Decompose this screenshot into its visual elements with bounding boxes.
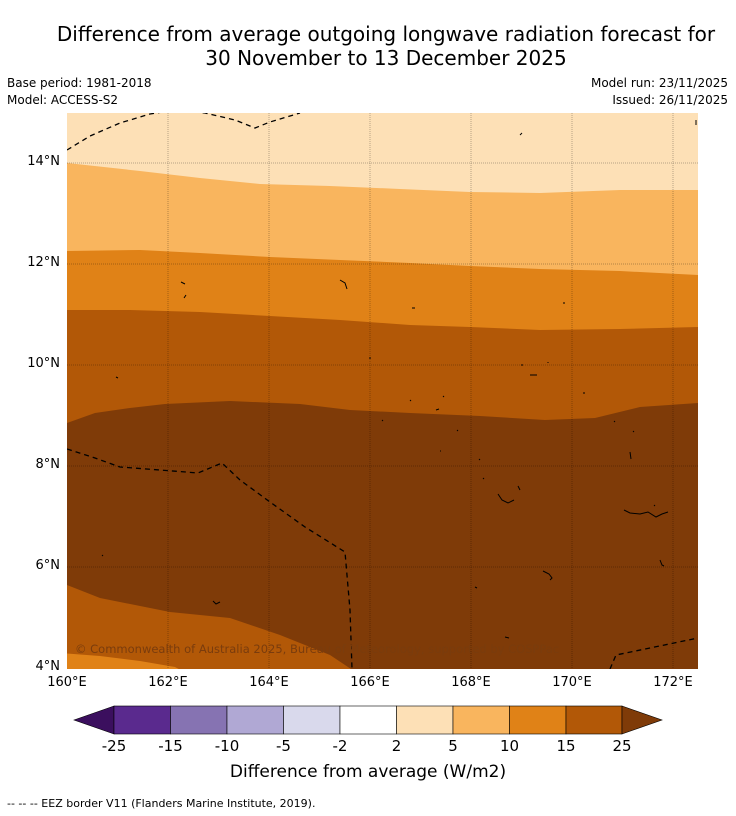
colorbar-bin-5-10 xyxy=(452,705,510,735)
colorbar-bin-n2-2 xyxy=(339,705,397,735)
eez-legend-footer: -- -- -- EEZ border V11 (Flanders Marine… xyxy=(7,797,316,810)
colorbar-bin-n10-n5 xyxy=(226,705,284,735)
colorbar-tick: -25 xyxy=(101,737,127,755)
lon-label-160e: 160°E xyxy=(47,675,87,690)
lat-label-14n: 14°N xyxy=(27,154,60,169)
lon-label-172e: 172°E xyxy=(653,675,693,690)
islands xyxy=(101,120,697,639)
colorbar-extend-high xyxy=(621,705,663,735)
colorbar-extend-low xyxy=(73,705,115,735)
copyright-notice: © Commonwealth of Australia 2025, Bureau… xyxy=(75,642,559,656)
colorbar-tick: 2 xyxy=(391,737,402,755)
eez-borders xyxy=(67,113,698,669)
colorbar-tick: 15 xyxy=(556,737,576,755)
colorbar xyxy=(73,705,663,735)
band-10-15-lower xyxy=(67,653,179,669)
model-run: Model run: 23/11/2025 xyxy=(590,76,728,90)
lon-label-162e: 162°E xyxy=(148,675,188,690)
lon-label-170e: 170°E xyxy=(552,675,592,690)
colorbar-tick: 5 xyxy=(448,737,458,755)
colorbar-bin-15-25 xyxy=(565,705,623,735)
colorbar-bin-n5-n2 xyxy=(283,705,341,735)
issued-date: Issued: 26/11/2025 xyxy=(612,93,728,107)
title-line-2: 30 November to 13 December 2025 xyxy=(205,46,567,70)
colorbar-bin-n15-n10 xyxy=(170,705,228,735)
colorbar-tick: -2 xyxy=(332,737,348,755)
lat-label-4n: 4°N xyxy=(35,659,61,674)
lat-label-6n: 6°N xyxy=(35,558,61,573)
base-period: Base period: 1981-2018 xyxy=(7,76,152,90)
colorbar-tick: -15 xyxy=(158,737,183,755)
lat-label-12n: 12°N xyxy=(27,255,60,270)
colorbar-title: Difference from average (W/m2) xyxy=(229,762,507,782)
lat-label-8n: 8°N xyxy=(35,457,61,472)
meta-right: Model run: 23/11/2025 Issued: 26/11/2025 xyxy=(591,75,728,109)
meta-left: Base period: 1981-2018 Model: ACCESS-S2 xyxy=(7,75,152,109)
colorbar-tick: 25 xyxy=(612,737,632,755)
lon-label-164e: 164°E xyxy=(249,675,289,690)
colorbar-bin-10-15 xyxy=(509,705,567,735)
model-name: Model: ACCESS-S2 xyxy=(7,93,119,107)
map-area: © Commonwealth of Australia 2025, Bureau… xyxy=(67,113,698,669)
colorbar-tick: 10 xyxy=(499,737,520,755)
gridlines xyxy=(67,113,698,669)
band-gt-25 xyxy=(67,401,698,669)
chart-title: Difference from average outgoing longwav… xyxy=(0,22,736,70)
colorbar-tick: -5 xyxy=(276,737,291,755)
colorbar-bin-2-5 xyxy=(396,705,454,735)
colorbar-tick: -10 xyxy=(214,737,240,755)
title-line-1: Difference from average outgoing longwav… xyxy=(56,22,716,46)
lon-label-166e: 166°E xyxy=(350,675,390,690)
lat-label-10n: 10°N xyxy=(27,356,60,371)
lon-label-168e: 168°E xyxy=(451,675,491,690)
colorbar-bin-n25-n15 xyxy=(113,705,171,735)
